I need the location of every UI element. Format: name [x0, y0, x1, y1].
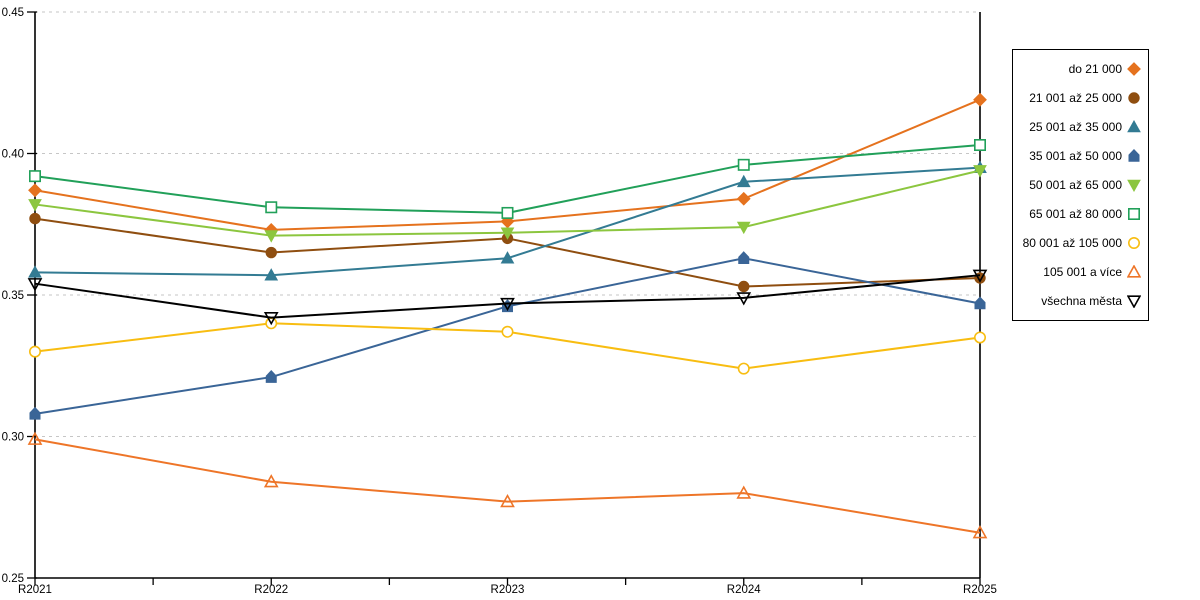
triangle-up-marker [972, 525, 988, 539]
series-line [34, 438, 981, 534]
legend-label: všechna města [1041, 294, 1122, 309]
legend-item: 35 001 až 50 000 [1017, 148, 1141, 163]
diamond-marker [973, 92, 987, 107]
y-tick-label: 0.25 [2, 573, 24, 585]
legend-item: 21 001 až 25 000 [1017, 91, 1141, 105]
legend-marker-icon [1127, 265, 1141, 278]
series-35-001-až-50-000 [29, 251, 986, 420]
triangle-down-marker [27, 278, 43, 292]
x-tick-label: R2023 [491, 584, 525, 596]
series-line [34, 144, 981, 214]
triangle-up-marker [736, 485, 752, 499]
x-tick-label: R2021 [18, 584, 52, 596]
triangle-down-marker [28, 199, 42, 212]
legend-label: 65 001 až 80 000 [1029, 207, 1122, 222]
series-105-001-a-více [27, 431, 988, 539]
legend-marker-icon [1128, 91, 1140, 104]
legend-item: všechna města [1017, 294, 1141, 309]
legend-label: 35 001 až 50 000 [1029, 148, 1122, 163]
legend-marker-icon [1127, 179, 1141, 192]
legend-item: 25 001 až 35 000 [1017, 119, 1141, 134]
diamond-marker [28, 183, 42, 198]
triangle-down-marker [973, 165, 987, 178]
legend-label: 105 001 a více [1043, 265, 1122, 280]
triangle-down-marker [736, 221, 751, 235]
legend-marker-icon [1127, 61, 1141, 76]
x-tick-label: R2022 [254, 584, 288, 596]
triangle-up-marker [1127, 265, 1141, 278]
legend-item: do 21 000 [1017, 61, 1141, 76]
triangle-up-marker [263, 474, 279, 488]
triangle-up-marker [264, 268, 279, 281]
triangle-down-marker [972, 269, 988, 283]
circle-marker [29, 212, 41, 225]
triangle-up-marker [27, 431, 43, 445]
triangle-down-marker [264, 230, 279, 243]
x-tick-label: R2024 [727, 584, 761, 596]
legend-label: 21 001 až 25 000 [1029, 90, 1122, 105]
legend-marker-icon [1128, 237, 1140, 250]
legend-item: 65 001 až 80 000 [1017, 207, 1141, 221]
legend: do 21 000 21 001 až 25 000 25 001 až 35 00… [1012, 49, 1149, 321]
legend-label: 50 001 až 65 000 [1029, 177, 1122, 192]
triangle-down-marker [736, 292, 752, 306]
series-všechna-města [27, 269, 988, 326]
circle-marker [265, 246, 277, 259]
pentagon-marker [1128, 148, 1140, 162]
series-line [34, 274, 981, 319]
circle-marker [1128, 237, 1140, 250]
legend-marker-icon [1127, 208, 1140, 221]
pentagon-marker [29, 406, 41, 420]
series-80-001-až-105-000 [28, 317, 986, 375]
legend-label: do 21 000 [1068, 61, 1122, 76]
circle-marker [1128, 91, 1140, 104]
triangle-down-marker [500, 227, 515, 240]
triangle-down-marker [500, 297, 515, 312]
legend-item: 50 001 až 65 000 [1017, 178, 1141, 192]
circle-marker [973, 331, 986, 344]
pentagon-marker [738, 251, 750, 265]
pentagon-marker [974, 296, 986, 310]
square-marker [1127, 208, 1140, 221]
circle-marker [738, 280, 750, 293]
circle-marker [737, 362, 750, 375]
legend-label: 80 001 až 105 000 [1022, 236, 1122, 251]
x-tick-label: R2025 [963, 584, 997, 596]
y-tick-label: 0.45 [2, 7, 24, 19]
circle-marker [28, 345, 41, 358]
square-marker [501, 206, 514, 219]
square-marker [265, 201, 278, 214]
series-50-001-až-65-000 [28, 165, 987, 243]
triangle-up-marker [500, 493, 515, 508]
triangle-up-marker [736, 174, 751, 188]
legend-label: 25 001 až 35 000 [1029, 119, 1122, 134]
legend-item: 80 001 až 105 000 [1017, 236, 1141, 250]
legend-marker-icon [1128, 148, 1140, 162]
circle-marker [501, 325, 514, 338]
triangle-up-marker [500, 251, 515, 264]
y-tick-label: 0.30 [2, 432, 24, 444]
diamond-marker [736, 191, 751, 206]
triangle-down-marker [1127, 179, 1141, 192]
triangle-up-marker [28, 265, 42, 278]
square-marker [973, 139, 986, 152]
pentagon-marker [265, 370, 277, 383]
y-tick-label: 0.35 [2, 290, 24, 302]
square-marker [28, 170, 41, 183]
series-65-001-až-80-000 [28, 139, 986, 219]
square-marker [737, 158, 750, 171]
legend-marker-icon [1127, 295, 1141, 309]
diamond-marker [1127, 61, 1141, 76]
legend-marker-icon [1127, 119, 1141, 133]
triangle-down-marker [263, 312, 279, 326]
legend-item: 105 001 a více [1017, 265, 1141, 279]
triangle-up-marker [1127, 119, 1141, 133]
triangle-down-marker [1127, 295, 1141, 309]
y-tick-label: 0.40 [2, 149, 24, 161]
